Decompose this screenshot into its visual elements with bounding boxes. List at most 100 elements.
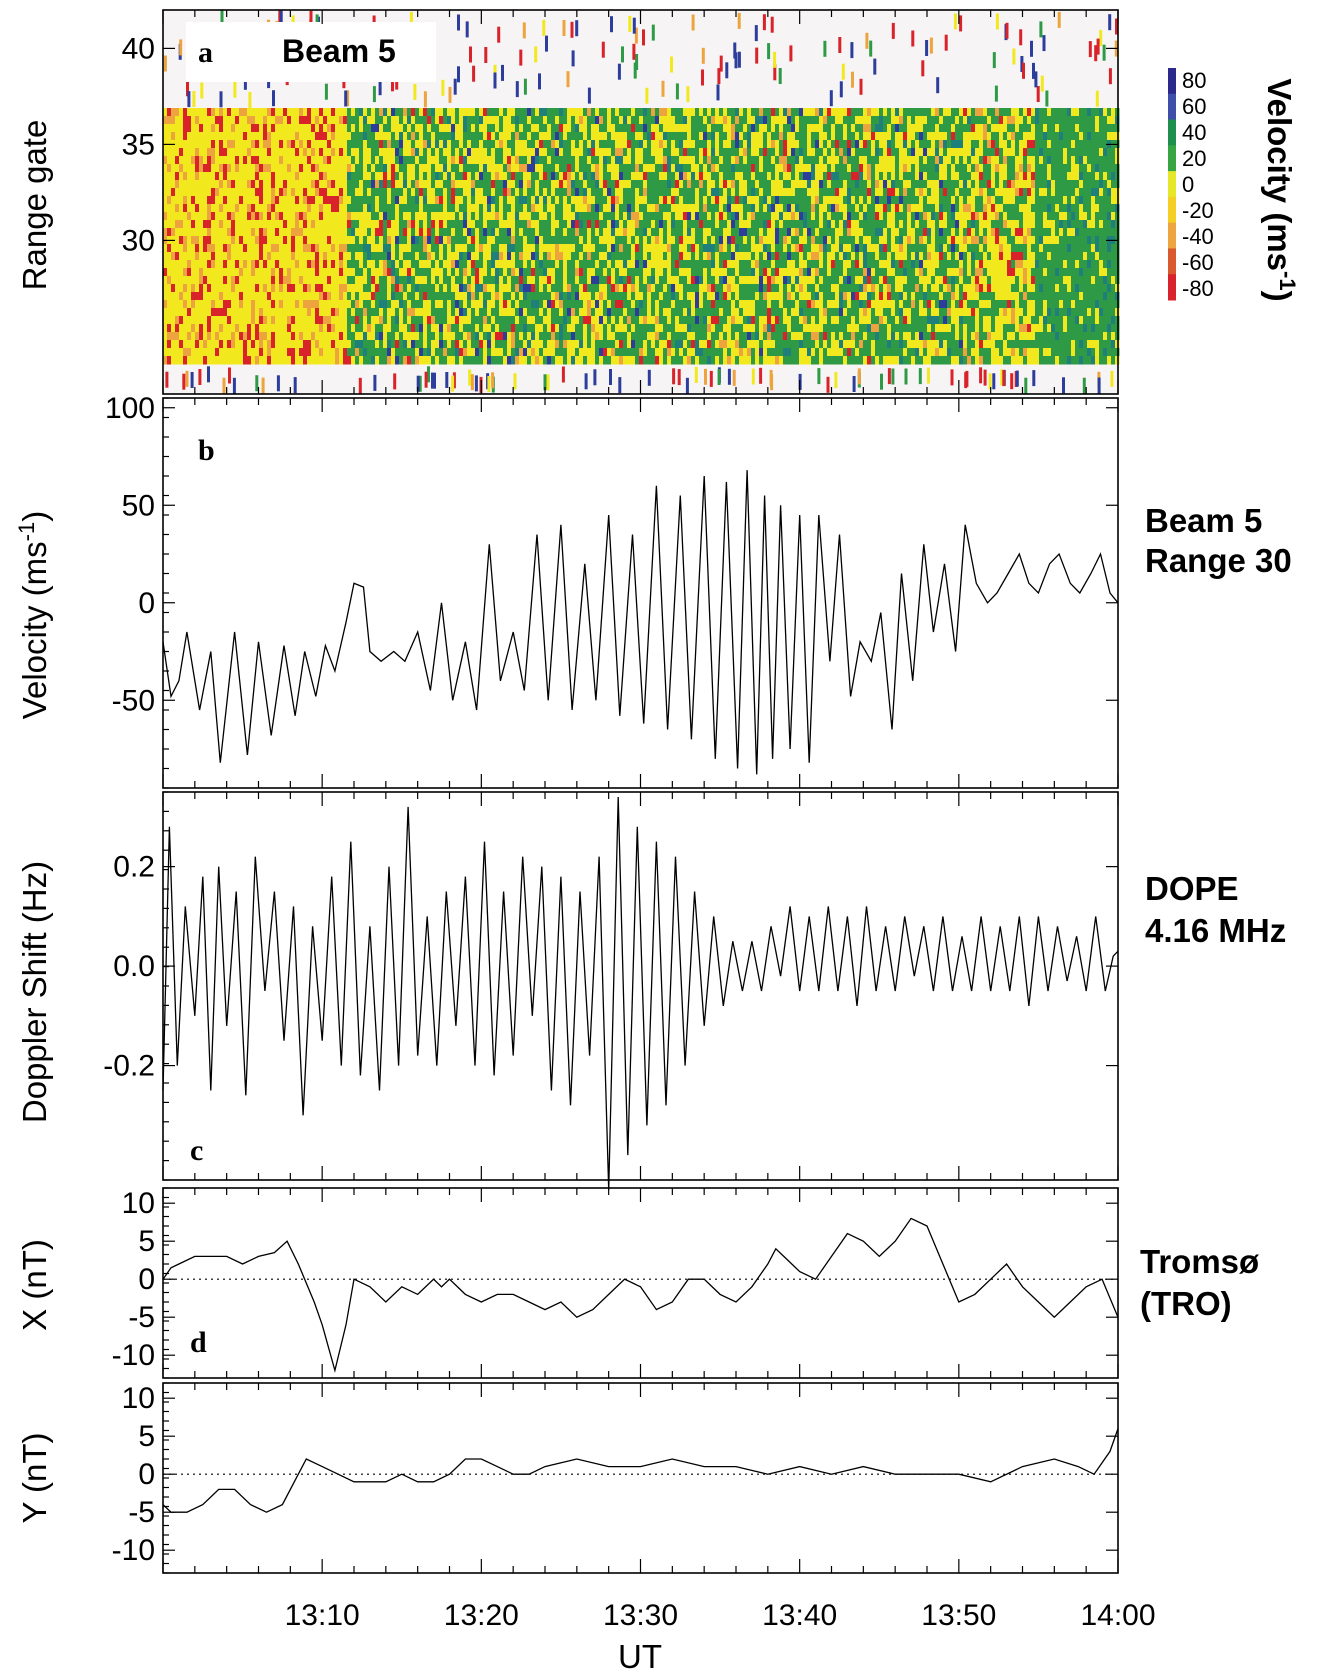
heatmap-cell <box>463 140 468 149</box>
heatmap-cell <box>719 252 724 261</box>
heatmap-cell <box>691 300 696 309</box>
heatmap-cell <box>715 220 720 229</box>
heatmap-cell <box>315 324 320 333</box>
heatmap-cell <box>695 348 700 357</box>
heatmap-cell <box>439 348 444 357</box>
heatmap-cell <box>503 340 508 349</box>
heatmap-cell <box>487 148 492 157</box>
heatmap-cell <box>691 340 696 349</box>
heatmap-cell <box>627 260 632 269</box>
heatmap-cell <box>695 268 700 277</box>
heatmap-cell <box>703 132 708 141</box>
heatmap-cell <box>319 356 324 365</box>
heatmap-cell <box>291 292 296 301</box>
heatmap-cell <box>323 212 328 221</box>
heatmap-cell <box>383 268 388 277</box>
heatmap-cell <box>263 196 268 205</box>
heatmap-cell <box>591 172 596 181</box>
heatmap-cell <box>735 340 740 349</box>
heatmap-cell <box>451 172 456 181</box>
heatmap-cell <box>683 108 688 117</box>
heatmap-cell <box>603 284 608 293</box>
sparse-echo <box>1110 370 1114 387</box>
heatmap-cell <box>603 236 608 245</box>
heatmap-cell <box>439 276 444 285</box>
sparse-echo <box>1040 75 1044 92</box>
heatmap-cell <box>363 220 368 229</box>
heatmap-cell <box>387 156 392 165</box>
heatmap-cell <box>423 244 428 253</box>
heatmap-cell <box>311 108 316 117</box>
heatmap-cell <box>375 212 380 221</box>
heatmap-cell <box>475 116 480 125</box>
heatmap-cell <box>535 212 540 221</box>
heatmap-cell <box>355 340 360 349</box>
heatmap-cell <box>527 212 532 221</box>
heatmap-cell <box>595 132 600 141</box>
heatmap-cell <box>559 164 564 173</box>
heatmap-cell <box>259 212 264 221</box>
heatmap-cell <box>527 108 532 117</box>
heatmap-cell <box>399 236 404 245</box>
heatmap-cell <box>227 292 232 301</box>
heatmap-cell <box>575 252 580 261</box>
heatmap-cell <box>359 316 364 325</box>
heatmap-cell <box>243 348 248 357</box>
heatmap-cell <box>247 108 252 117</box>
heatmap-cell <box>295 172 300 181</box>
heatmap-cell <box>563 276 568 285</box>
heatmap-cell <box>483 300 488 309</box>
sparse-echo <box>219 91 223 108</box>
heatmap-cell <box>203 268 208 277</box>
heatmap-cell <box>535 132 540 141</box>
heatmap-cell <box>287 236 292 245</box>
heatmap-cell <box>499 164 504 173</box>
heatmap-cell <box>607 292 612 301</box>
heatmap-cell <box>351 164 356 173</box>
sparse-echo <box>391 75 394 92</box>
heatmap-cell <box>303 260 308 269</box>
heatmap-cell <box>219 268 224 277</box>
heatmap-cell <box>615 332 620 341</box>
heatmap-cell <box>271 164 276 173</box>
heatmap-cell <box>467 284 472 293</box>
heatmap-cell <box>431 204 436 213</box>
heatmap-cell <box>259 300 264 309</box>
heatmap-cell <box>419 316 424 325</box>
heatmap-cell <box>287 332 292 341</box>
heatmap-cell <box>675 316 680 325</box>
heatmap-cell <box>651 340 656 349</box>
heatmap-cell <box>475 204 480 213</box>
heatmap-cell <box>247 356 252 365</box>
heatmap-cell <box>347 220 352 229</box>
heatmap-cell <box>255 212 260 221</box>
heatmap-cell <box>695 324 700 333</box>
heatmap-cell <box>203 292 208 301</box>
heatmap-cell <box>263 132 268 141</box>
heatmap-cell <box>263 308 268 317</box>
heatmap-cell <box>219 148 224 157</box>
heatmap-cell <box>711 188 716 197</box>
heatmap-cell <box>443 148 448 157</box>
heatmap-cell <box>707 268 712 277</box>
heatmap-cell <box>455 332 460 341</box>
heatmap-cell <box>323 124 328 133</box>
heatmap-cell <box>491 180 496 189</box>
heatmap-cell <box>211 260 216 269</box>
heatmap-cell <box>627 164 632 173</box>
heatmap-cell <box>255 300 260 309</box>
heatmap-cell <box>247 300 252 309</box>
heatmap-cell <box>199 276 204 285</box>
heatmap-cell <box>387 252 392 261</box>
heatmap-cell <box>447 180 452 189</box>
heatmap-cell <box>191 164 196 173</box>
heatmap-cell <box>391 228 396 237</box>
heatmap-cell <box>331 284 336 293</box>
heatmap-cell <box>491 212 496 221</box>
heatmap-cell <box>291 172 296 181</box>
heatmap-cell <box>255 308 260 317</box>
heatmap-cell <box>279 188 284 197</box>
heatmap-cell <box>743 228 748 237</box>
heatmap-cell <box>299 340 304 349</box>
heatmap-cell <box>707 252 712 261</box>
